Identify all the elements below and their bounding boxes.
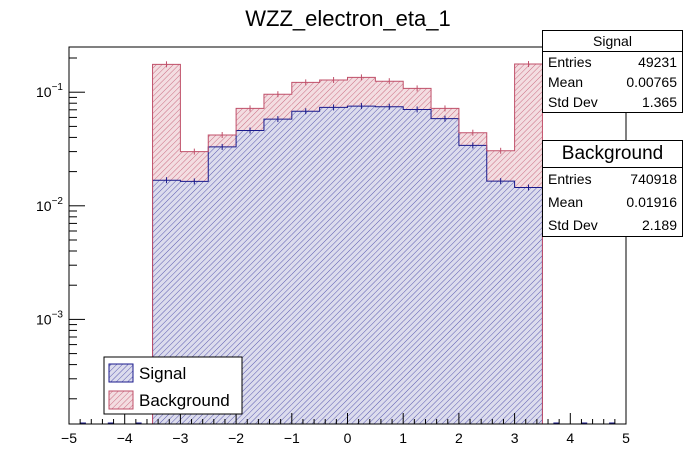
stats-value: 49231 — [638, 54, 677, 70]
stats-row: Std Dev 1.365 — [543, 92, 682, 112]
x-tick-label: −5 — [61, 430, 77, 446]
stats-box-background: Background Entries 740918 Mean 0.01916 S… — [542, 140, 683, 237]
stats-label: Std Dev — [548, 217, 598, 233]
stats-box-signal: Signal Entries 49231 Mean 0.00765 Std De… — [542, 30, 683, 113]
x-tick-label: −4 — [117, 430, 133, 446]
legend-swatch-signal — [108, 363, 134, 383]
y-tick-label: 10−3 — [36, 309, 63, 327]
stats-title: Signal — [543, 31, 682, 52]
bar-signal-8 — [375, 106, 404, 424]
x-tick-label: 4 — [566, 430, 574, 446]
stats-label: Std Dev — [548, 94, 598, 110]
x-tick-label: 0 — [344, 430, 352, 446]
x-tick-label: 5 — [622, 430, 630, 446]
stats-row: Entries 740918 — [543, 168, 682, 191]
stats-row: Mean 0.00765 — [543, 72, 682, 92]
stats-value: 1.365 — [641, 94, 677, 110]
x-tick-label: 1 — [399, 430, 407, 446]
bar-signal-7 — [347, 106, 376, 424]
stats-value: 2.189 — [641, 217, 677, 233]
legend-swatch-background — [108, 390, 134, 410]
bar-signal-6 — [319, 107, 348, 424]
legend-label-background: Background — [139, 391, 230, 410]
bar-signal-10 — [431, 118, 459, 424]
stats-row: Mean 0.01916 — [543, 191, 682, 214]
stats-row: Std Dev 2.189 — [543, 214, 682, 237]
x-tick-label: −1 — [284, 430, 300, 446]
stats-value: 740918 — [630, 171, 677, 187]
outline-background — [152, 63, 543, 424]
bar-signal-5 — [291, 111, 320, 424]
stats-label: Mean — [548, 194, 584, 210]
y-tick-label: 10−2 — [36, 196, 63, 214]
legend-label-signal: Signal — [139, 364, 186, 383]
bar-signal-12 — [486, 181, 515, 424]
bar-signal-4 — [263, 119, 292, 424]
bar-signal-9 — [403, 109, 432, 424]
stats-row: Entries 49231 — [543, 52, 682, 72]
stats-label: Entries — [548, 54, 592, 70]
stats-value: 0.00765 — [626, 74, 677, 90]
stats-value: 0.01916 — [626, 194, 677, 210]
x-tick-label: −2 — [228, 430, 244, 446]
bar-signal-13 — [514, 187, 543, 424]
x-tick-label: −3 — [172, 430, 188, 446]
bar-signal-11 — [458, 145, 487, 424]
stats-label: Mean — [548, 74, 584, 90]
legend: Signal Background — [103, 356, 243, 415]
x-tick-label: 3 — [511, 430, 519, 446]
outline-signal — [152, 105, 543, 424]
chart-title: WZZ_electron_eta_1 — [245, 6, 450, 31]
stats-label: Entries — [548, 171, 592, 187]
stats-title: Background — [543, 141, 682, 168]
x-tick-label: 2 — [455, 430, 463, 446]
y-tick-label: 10−1 — [36, 82, 63, 100]
